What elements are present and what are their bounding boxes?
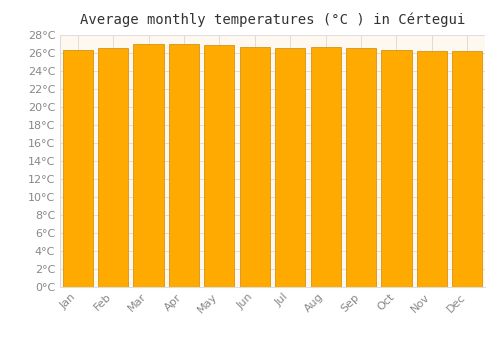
Bar (240, 47, 270, 287)
Bar (62, 50, 93, 287)
Bar (169, 44, 199, 287)
Bar (346, 48, 376, 287)
Bar (310, 47, 340, 287)
Bar (275, 48, 306, 287)
Bar (204, 45, 234, 287)
Bar (452, 51, 482, 287)
Bar (98, 48, 128, 287)
Bar (134, 44, 164, 287)
Bar (382, 50, 412, 287)
Bar (417, 51, 447, 287)
Title: Average monthly temperatures (°C ) in Cértegui: Average monthly temperatures (°C ) in Cé… (80, 12, 465, 27)
